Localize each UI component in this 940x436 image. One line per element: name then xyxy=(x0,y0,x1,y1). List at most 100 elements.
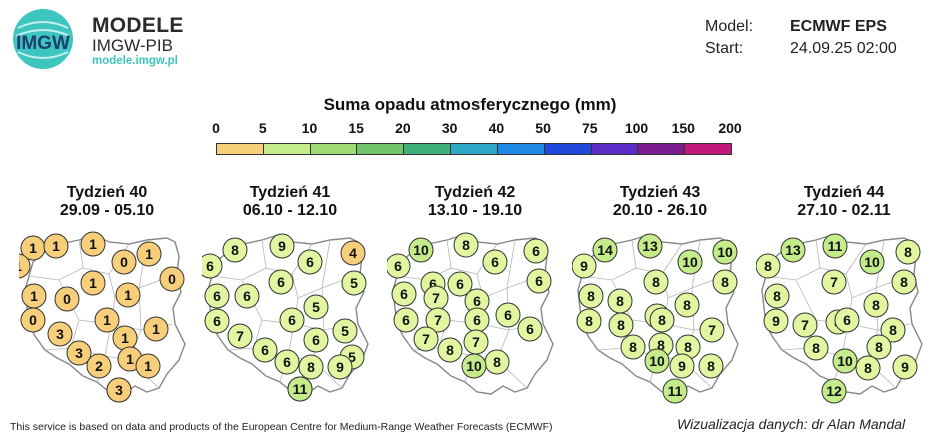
precip-value: 8 xyxy=(764,258,772,274)
start-label: Start: xyxy=(705,40,744,57)
precip-circle xyxy=(572,253,597,279)
precip-value: 8 xyxy=(616,293,624,309)
precip-circle xyxy=(222,237,248,263)
legend-tick-label: 30 xyxy=(441,120,458,136)
region-border xyxy=(476,239,516,299)
precip-value: 9 xyxy=(580,258,588,274)
precip-value: 6 xyxy=(400,286,408,302)
precip-circle xyxy=(461,353,487,379)
precip-circle xyxy=(80,231,106,257)
week-title: Tydzień 42 13.10 - 19.10 xyxy=(385,184,565,220)
precip-circle xyxy=(495,302,521,328)
precip-marker: 13 xyxy=(780,237,806,263)
precip-value: 6 xyxy=(277,274,285,290)
precip-marker: 1 xyxy=(115,282,141,308)
precip-circle xyxy=(43,233,69,259)
precip-circle xyxy=(698,353,724,379)
precip-value: 8 xyxy=(889,322,897,338)
precip-circle xyxy=(792,312,818,338)
precip-circle xyxy=(674,292,700,318)
precip-marker: 9 xyxy=(572,253,597,279)
precip-value: 6 xyxy=(312,332,320,348)
precip-marker: 8 xyxy=(674,292,700,318)
precip-circle xyxy=(269,233,295,259)
precip-marker: 8 xyxy=(803,335,829,361)
imgw-logo: IMGW xyxy=(13,9,73,69)
precip-circle xyxy=(136,241,162,267)
precip-value: 7 xyxy=(801,317,809,333)
precip-circle xyxy=(863,292,889,318)
precip-circle xyxy=(756,253,781,279)
ecmwf-attribution: This service is based on data and produc… xyxy=(10,421,553,433)
precip-value: 10 xyxy=(717,244,733,260)
precip-circle xyxy=(764,283,790,309)
logo-text: IMGW xyxy=(16,33,70,54)
precip-value: 6 xyxy=(283,354,291,370)
week-title: Tydzień 41 06.10 - 12.10 xyxy=(200,184,380,220)
precip-circle xyxy=(763,308,789,334)
week-number: Tydzień 40 xyxy=(66,184,148,201)
precip-marker: 8 xyxy=(607,288,633,314)
precip-marker: 6 xyxy=(834,307,860,333)
precip-marker: 9 xyxy=(269,233,295,259)
precip-marker: 8 xyxy=(437,337,463,363)
week-number: Tydzień 44 xyxy=(803,184,885,201)
precip-value: 6 xyxy=(532,243,540,259)
precip-marker: 10 xyxy=(644,348,670,374)
precip-value: 0 xyxy=(63,291,71,307)
legend-color-cell xyxy=(638,144,686,154)
precip-value: 0 xyxy=(168,271,176,287)
precip-marker: 7 xyxy=(792,312,818,338)
precip-marker: 10 xyxy=(408,237,434,263)
poland-map: 1111100110101131132113 xyxy=(19,231,186,403)
precip-circle xyxy=(234,283,260,309)
precip-value: 7 xyxy=(434,312,442,328)
week-dates: 06.10 - 12.10 xyxy=(242,202,338,219)
precip-value: 9 xyxy=(278,238,286,254)
precip-circle xyxy=(106,377,132,403)
brand-url[interactable]: modele.imgw.pl xyxy=(92,55,178,67)
precip-marker: 10 xyxy=(677,249,703,275)
precip-marker: 8 xyxy=(222,237,248,263)
precip-marker: 7 xyxy=(227,323,253,349)
precip-value: 8 xyxy=(707,358,715,374)
precip-marker: 1 xyxy=(80,231,106,257)
precip-circle xyxy=(821,378,847,404)
precip-marker: 8 xyxy=(484,349,510,375)
precip-marker: 6 xyxy=(202,253,223,279)
precip-marker: 8 xyxy=(698,353,724,379)
precip-value: 8 xyxy=(684,339,692,355)
precip-value: 6 xyxy=(843,312,851,328)
precip-value: 6 xyxy=(429,276,437,292)
precip-circle xyxy=(892,354,918,380)
precip-marker: 6 xyxy=(274,349,300,375)
precip-value: 8 xyxy=(652,274,660,290)
precip-circle xyxy=(86,353,112,379)
precip-circle xyxy=(834,307,860,333)
week-dates: 20.10 - 26.10 xyxy=(612,202,708,219)
precip-circle xyxy=(447,271,473,297)
precip-circle xyxy=(341,270,367,296)
precip-circle xyxy=(143,316,169,342)
model-value: ECMWF EPS xyxy=(790,18,887,35)
precip-circle xyxy=(54,286,80,312)
precip-circle xyxy=(332,318,358,344)
precip-value: 11 xyxy=(828,238,843,254)
legend-tick-label: 15 xyxy=(348,120,364,136)
precip-marker: 6 xyxy=(517,316,543,342)
precip-circle xyxy=(135,353,161,379)
precip-circle xyxy=(303,294,329,320)
precip-circle xyxy=(891,269,917,295)
precip-circle xyxy=(712,239,738,265)
precip-marker: 5 xyxy=(303,294,329,320)
legend-tick-label: 20 xyxy=(395,120,411,136)
precip-marker: 8 xyxy=(756,253,781,279)
precip-value: 1 xyxy=(103,312,111,328)
precip-marker: 11 xyxy=(822,233,848,259)
precip-marker: 9 xyxy=(327,354,353,380)
precip-marker: 7 xyxy=(699,317,725,343)
precip-circle xyxy=(94,307,120,333)
brand-title: MODELE xyxy=(92,14,184,37)
precip-circle xyxy=(303,327,329,353)
precip-value: 8 xyxy=(875,339,883,355)
